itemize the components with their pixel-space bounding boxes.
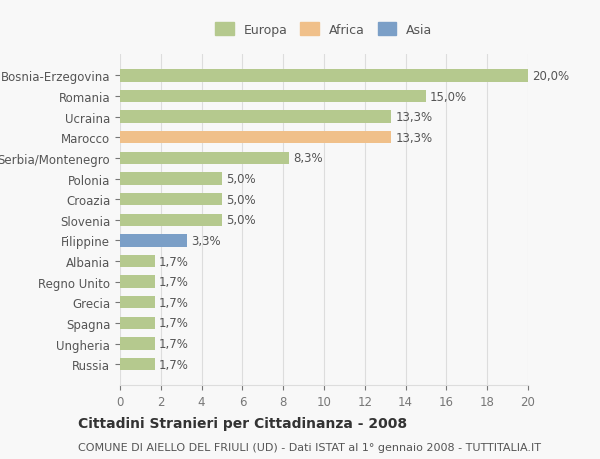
Text: 13,3%: 13,3%: [395, 132, 433, 145]
Text: 1,7%: 1,7%: [159, 337, 188, 350]
Text: 5,0%: 5,0%: [226, 214, 256, 227]
Text: 20,0%: 20,0%: [532, 70, 569, 83]
Text: 1,7%: 1,7%: [159, 317, 188, 330]
Bar: [120, 91, 426, 103]
Text: 8,3%: 8,3%: [293, 152, 323, 165]
Bar: [120, 338, 155, 350]
Text: 15,0%: 15,0%: [430, 90, 467, 103]
Bar: [120, 70, 528, 83]
Bar: [120, 358, 155, 370]
Text: 1,7%: 1,7%: [159, 255, 188, 268]
Text: 1,7%: 1,7%: [159, 296, 188, 309]
Text: 5,0%: 5,0%: [226, 173, 256, 185]
Text: 3,3%: 3,3%: [191, 235, 221, 247]
Bar: [120, 214, 222, 226]
Bar: [120, 194, 222, 206]
Bar: [120, 111, 391, 123]
Text: 1,7%: 1,7%: [159, 358, 188, 371]
Text: 13,3%: 13,3%: [395, 111, 433, 124]
Bar: [120, 276, 155, 288]
Bar: [120, 235, 187, 247]
Legend: Europa, Africa, Asia: Europa, Africa, Asia: [211, 18, 437, 42]
Bar: [120, 317, 155, 330]
Bar: [120, 297, 155, 309]
Text: Cittadini Stranieri per Cittadinanza - 2008: Cittadini Stranieri per Cittadinanza - 2…: [78, 416, 407, 430]
Bar: [120, 173, 222, 185]
Text: 5,0%: 5,0%: [226, 193, 256, 206]
Bar: [120, 152, 289, 165]
Text: COMUNE DI AIELLO DEL FRIULI (UD) - Dati ISTAT al 1° gennaio 2008 - TUTTITALIA.IT: COMUNE DI AIELLO DEL FRIULI (UD) - Dati …: [78, 442, 541, 452]
Bar: [120, 132, 391, 144]
Bar: [120, 255, 155, 268]
Text: 1,7%: 1,7%: [159, 275, 188, 289]
